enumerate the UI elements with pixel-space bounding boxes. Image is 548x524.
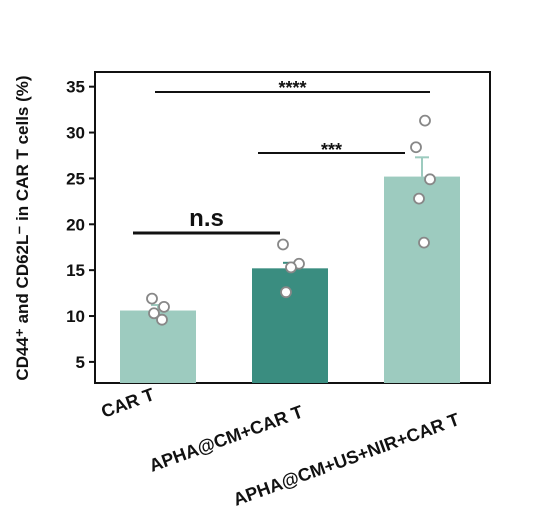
y-tick-label: 15 <box>66 261 85 280</box>
x-tick-label: CAR T <box>99 384 158 422</box>
data-point <box>280 286 292 299</box>
data-point <box>277 238 289 251</box>
data-point <box>419 114 431 127</box>
significance-label: *** <box>321 140 342 160</box>
y-tick-label: 10 <box>66 307 85 326</box>
bar <box>252 268 328 383</box>
y-axis-label: CD44⁺ and CD62L⁻ in CAR T cells (%) <box>13 75 32 380</box>
data-point <box>424 173 436 186</box>
data-point <box>418 236 430 249</box>
y-tick-label: 35 <box>66 78 85 97</box>
significance-label: n.s <box>189 205 224 232</box>
data-point <box>285 261 297 274</box>
data-point <box>146 292 158 305</box>
y-tick-label: 30 <box>66 124 85 143</box>
data-point <box>156 313 168 326</box>
data-point <box>148 307 160 320</box>
y-tick-label: 25 <box>66 169 85 188</box>
data-point <box>410 141 422 154</box>
significance-label: **** <box>278 78 306 98</box>
y-tick-label: 20 <box>66 215 85 234</box>
data-point <box>413 192 425 205</box>
y-tick-label: 5 <box>76 353 85 372</box>
x-tick-label: APHA@CM+CAR T <box>147 402 306 476</box>
bar <box>384 176 460 383</box>
data-point <box>158 300 170 313</box>
